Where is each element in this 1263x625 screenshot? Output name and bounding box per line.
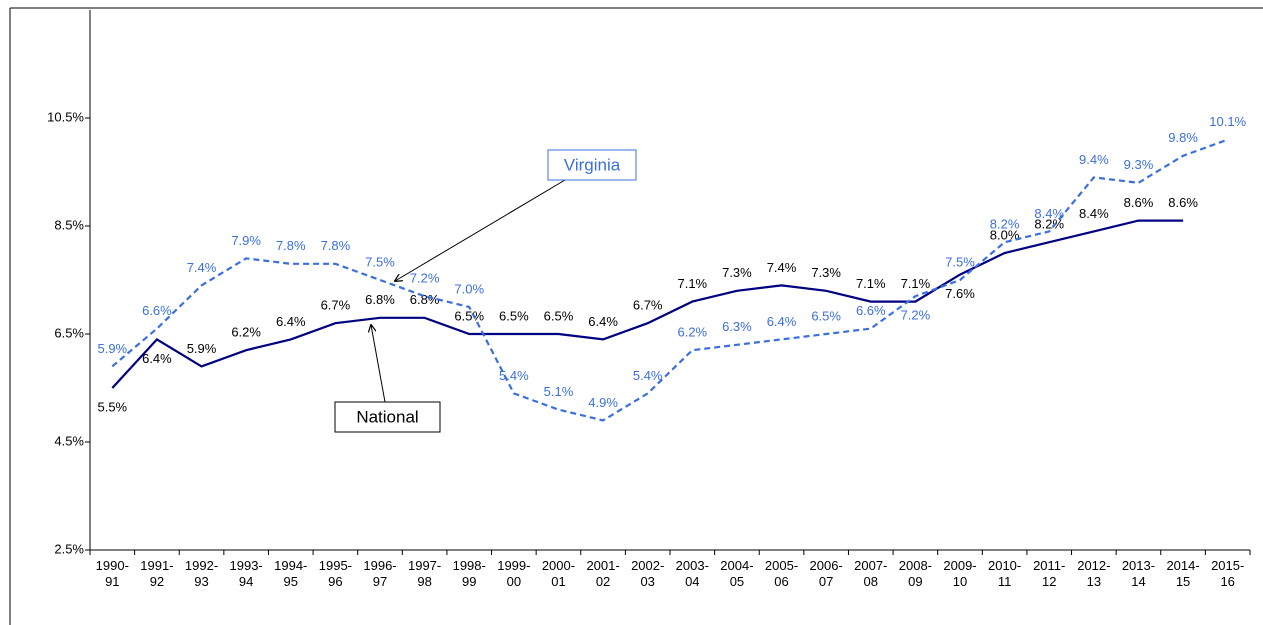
x-tick-label: 1999-00 xyxy=(497,558,530,589)
y-tick-label: 2.5% xyxy=(54,541,84,556)
x-tick-label: 2003-04 xyxy=(676,558,709,589)
data-label: 9.4% xyxy=(1079,152,1109,167)
legend-box xyxy=(334,401,441,433)
x-tick-label: 1996-97 xyxy=(363,558,396,589)
x-tick-label: 2001-02 xyxy=(586,558,619,589)
data-label: 7.4% xyxy=(767,260,797,275)
x-tick-label: 1994-95 xyxy=(274,558,307,589)
y-tick-label: 8.5% xyxy=(54,217,84,232)
data-label: 7.6% xyxy=(945,286,975,301)
data-label: 7.2% xyxy=(410,271,440,286)
data-label: 10.1% xyxy=(1209,114,1246,129)
x-tick-label: 2000-01 xyxy=(542,558,575,589)
data-label: 6.4% xyxy=(276,314,306,329)
data-label: 6.5% xyxy=(544,308,574,323)
data-label: 8.2% xyxy=(1034,217,1064,232)
data-label: 5.4% xyxy=(499,368,529,383)
x-tick-label: 2013-14 xyxy=(1122,558,1155,589)
data-label: 5.4% xyxy=(633,368,663,383)
callout-arrow xyxy=(395,179,566,281)
x-tick-label: 2015-16 xyxy=(1211,558,1244,589)
data-label: 7.9% xyxy=(231,233,261,248)
x-tick-label: 1997-98 xyxy=(408,558,441,589)
data-label: 5.9% xyxy=(187,341,217,356)
x-tick-label: 1991-92 xyxy=(140,558,173,589)
x-tick-label: 2012-13 xyxy=(1077,558,1110,589)
data-label: 6.4% xyxy=(588,314,618,329)
x-tick-label: 1992-93 xyxy=(185,558,218,589)
data-label: 6.8% xyxy=(410,292,440,307)
legend-label: Virginia xyxy=(564,155,621,174)
data-label: 7.4% xyxy=(187,260,217,275)
legend-label: National xyxy=(356,407,418,426)
data-label: 9.8% xyxy=(1168,130,1198,145)
data-label: 4.9% xyxy=(588,395,618,410)
data-label: 8.6% xyxy=(1168,195,1198,210)
data-label: 7.1% xyxy=(901,276,931,291)
data-label: 7.1% xyxy=(856,276,886,291)
data-label: 6.5% xyxy=(454,308,484,323)
x-tick-label: 2014-15 xyxy=(1166,558,1199,589)
x-tick-label: 1995-96 xyxy=(319,558,352,589)
data-label: 6.2% xyxy=(231,325,261,340)
data-label: 7.3% xyxy=(811,265,841,280)
series-line xyxy=(111,219,1184,389)
data-label: 7.8% xyxy=(321,238,351,253)
y-tick-label: 4.5% xyxy=(54,433,84,448)
data-label: 6.3% xyxy=(722,319,752,334)
x-tick-label: 2010-11 xyxy=(988,558,1021,589)
x-tick-label: 2004-05 xyxy=(720,558,753,589)
data-label: 6.7% xyxy=(633,298,663,313)
data-label: 8.6% xyxy=(1124,195,1154,210)
data-label: 8.0% xyxy=(990,227,1020,242)
data-label: 5.5% xyxy=(97,399,127,414)
data-label: 6.8% xyxy=(365,292,395,307)
data-label: 6.6% xyxy=(856,303,886,318)
x-tick-label: 2009-10 xyxy=(943,558,976,589)
data-label: 7.3% xyxy=(722,265,752,280)
data-label: 6.7% xyxy=(321,298,351,313)
data-label: 7.2% xyxy=(901,308,931,323)
data-label: 8.4% xyxy=(1034,206,1064,221)
data-label: 6.6% xyxy=(142,303,172,318)
series-line xyxy=(111,138,1229,422)
x-tick-label: 2006-07 xyxy=(810,558,843,589)
x-tick-label: 2011-12 xyxy=(1033,558,1065,589)
x-tick-label: 1998-99 xyxy=(453,558,486,589)
y-tick-label: 10.5% xyxy=(47,109,84,124)
y-tick-label: 6.5% xyxy=(54,325,84,340)
x-tick-label: 2007-08 xyxy=(854,558,887,589)
x-tick-label: 2005-06 xyxy=(765,558,798,589)
data-label: 6.4% xyxy=(142,351,172,366)
data-label: 6.5% xyxy=(811,308,841,323)
data-label: 7.1% xyxy=(677,276,707,291)
data-label: 6.5% xyxy=(499,308,529,323)
legend-box xyxy=(547,149,637,181)
data-label: 6.4% xyxy=(767,314,797,329)
data-label: 7.8% xyxy=(276,238,306,253)
x-tick-label: 2008-09 xyxy=(899,558,932,589)
data-label: 9.3% xyxy=(1124,157,1154,172)
data-label: 8.4% xyxy=(1079,206,1109,221)
data-label: 6.2% xyxy=(677,325,707,340)
data-label: 5.9% xyxy=(97,341,127,356)
callout-arrow xyxy=(371,325,386,403)
x-tick-label: 1990-91 xyxy=(96,558,129,589)
x-tick-label: 2002-03 xyxy=(631,558,664,589)
data-label: 7.5% xyxy=(365,254,395,269)
data-label: 5.1% xyxy=(544,384,574,399)
data-label: 7.0% xyxy=(454,281,484,296)
data-label: 7.5% xyxy=(945,254,975,269)
data-label: 8.2% xyxy=(990,217,1020,232)
x-tick-label: 1993-94 xyxy=(230,558,263,589)
